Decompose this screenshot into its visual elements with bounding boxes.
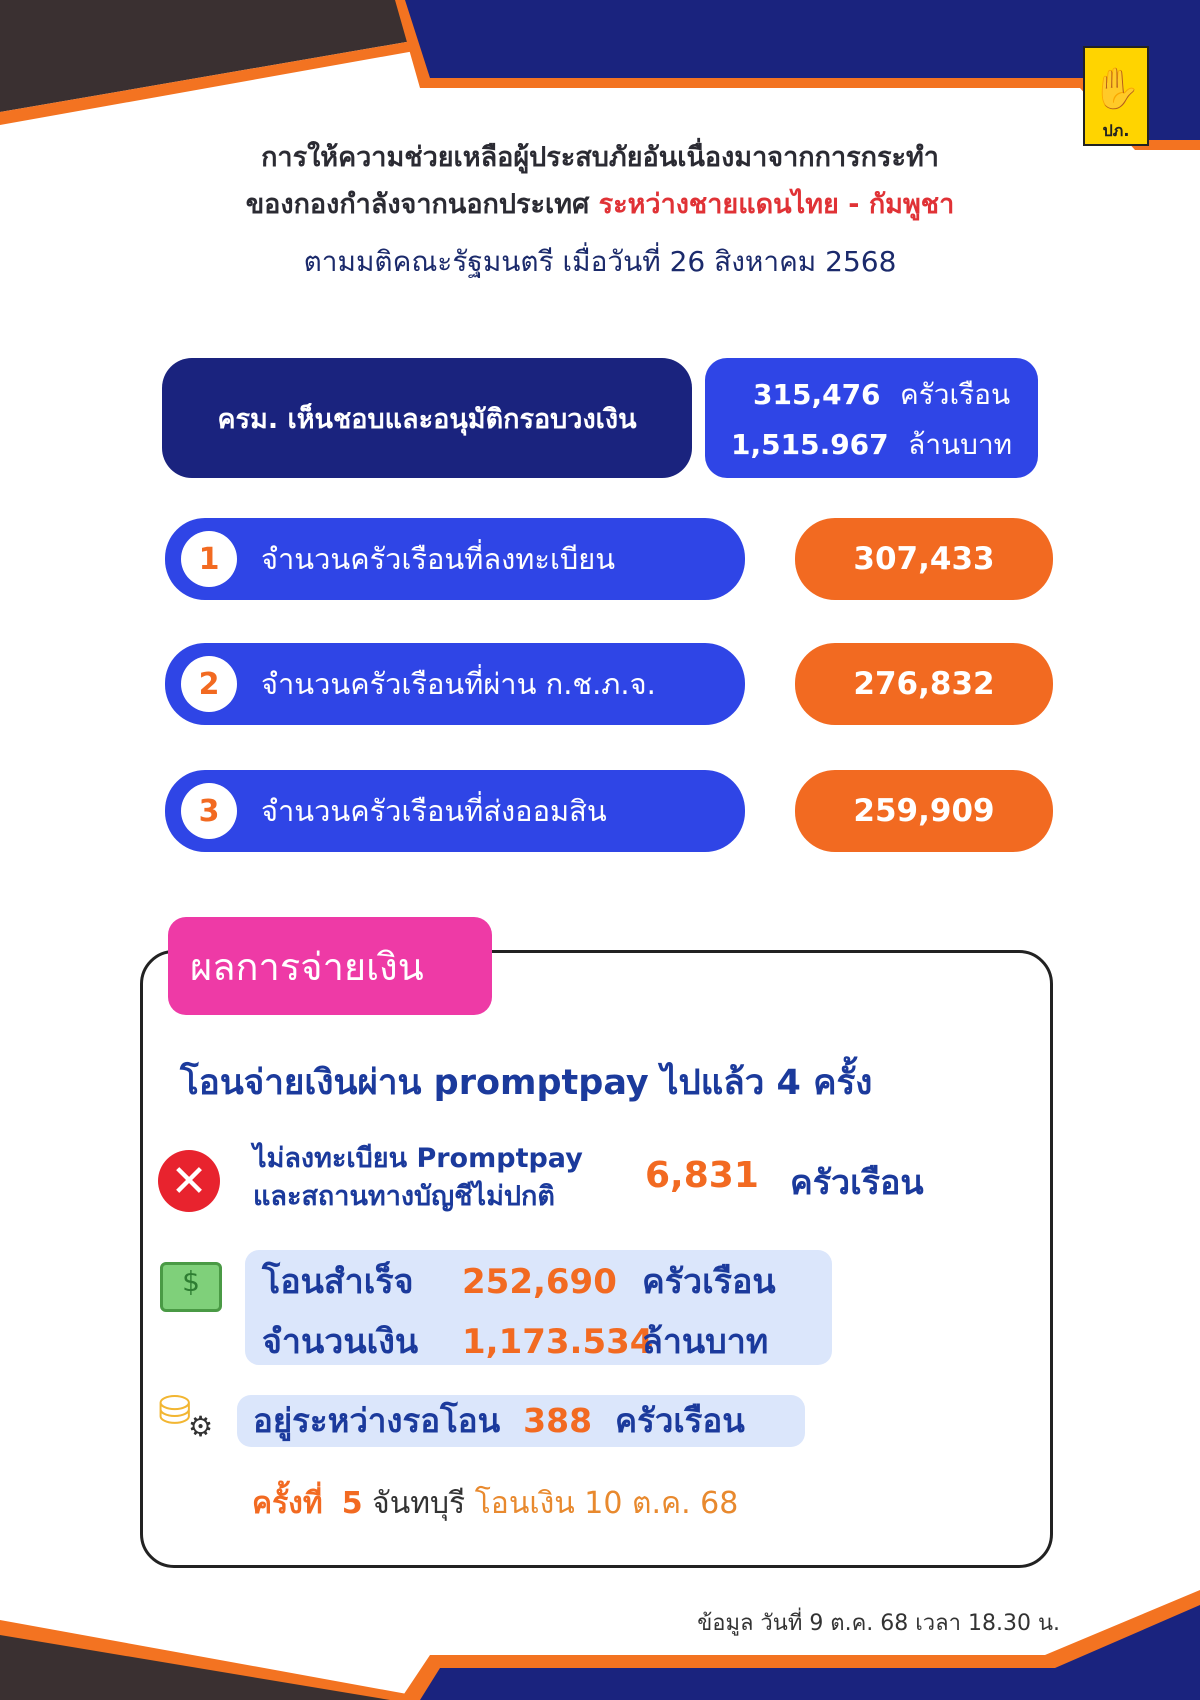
step-2: 2 จำนวนครัวเรือนที่ผ่าน ก.ช.ภ.จ. <box>165 643 745 725</box>
pending-panel <box>237 1395 805 1447</box>
error-x-icon: ✕ <box>158 1150 220 1212</box>
step-3-value: 259,909 <box>795 770 1053 852</box>
next-round: ครั้งที่ 5 จันทบุรี โอนเงิน 10 ต.ค. 68 <box>252 1486 739 1521</box>
hand-emblem-icon: ✋ <box>1091 66 1141 112</box>
agency-logo: ✋ ปภ. <box>1083 46 1149 146</box>
payment-tag: ผลการจ่ายเงิน <box>168 917 492 1015</box>
subtitle: ตามมติคณะรัฐมนตรี เมื่อวันที่ 26 สิงหาคม… <box>303 245 897 278</box>
failed-unit: ครัวเรือน <box>790 1163 924 1203</box>
money-transfer-icon: $ <box>160 1262 222 1312</box>
data-timestamp: ข้อมูล วันที่ 9 ต.ค. 68 เวลา 18.30 น. <box>697 1611 1060 1636</box>
failed-value: 6,831 <box>645 1155 759 1196</box>
payment-heading: โอนจ่ายเงินผ่าน promptpay ไปแล้ว 4 ครั้ง <box>180 1063 873 1103</box>
step-3: 3 จำนวนครัวเรือนที่ส่งออมสิน <box>165 770 745 852</box>
title-line-2: ของกองกำลังจากนอกประเทศ ระหว่างชายแดนไทย… <box>245 189 955 220</box>
step-1-value: 307,433 <box>795 518 1053 600</box>
success-panel <box>245 1250 832 1365</box>
success-row: โอนสำเร็จ 252,690 ครัวเรือน จำนวนเงิน 1,173… <box>262 1262 776 1362</box>
step-1: 1 จำนวนครัวเรือนที่ลงทะเบียน <box>165 518 745 600</box>
payment-card <box>140 950 1053 1568</box>
coins-gear-icon: ⛁ ⚙ <box>158 1388 214 1443</box>
budget-label: ครม. เห็นชอบและอนุมัติกรอบวงเงิน <box>162 358 692 478</box>
step-2-value: 276,832 <box>795 643 1053 725</box>
title-line-1: การให้ความช่วยเหลือผู้ประสบภัยอันเนื่องม… <box>261 142 939 173</box>
budget-values: 315,476 ครัวเรือน 1,515.967 ล้านบาท <box>705 358 1038 478</box>
failed-label: ไม่ลงทะเบียน Promptpay และสถานทางบัญชีไม่… <box>253 1143 583 1212</box>
pending-row: อยู่ระหว่างรอโอน 388 ครัวเรือน <box>253 1401 745 1440</box>
